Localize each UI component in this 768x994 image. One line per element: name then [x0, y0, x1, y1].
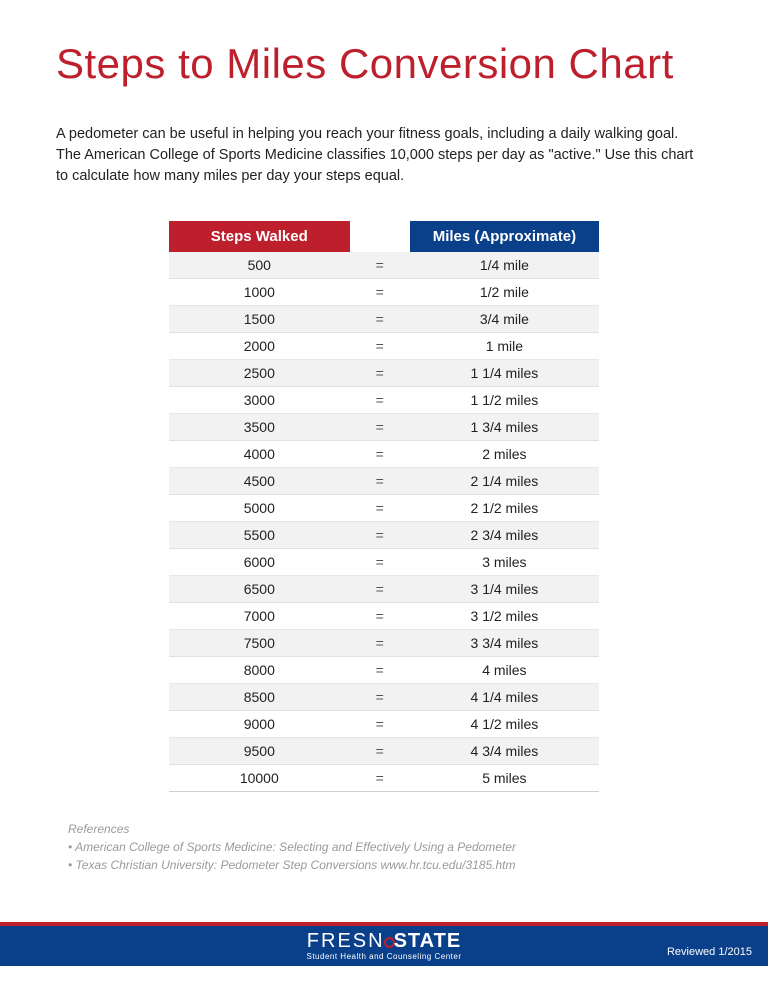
table-row: 6500=3 1/4 miles [169, 576, 599, 603]
cell-equals: = [350, 387, 410, 414]
cell-equals: = [350, 306, 410, 333]
table-row: 5000=2 1/2 miles [169, 495, 599, 522]
cell-steps: 6500 [169, 576, 350, 603]
cell-equals: = [350, 576, 410, 603]
table-header-row: Steps Walked Miles (Approximate) [169, 221, 599, 252]
brand-text-left: FRESN [307, 930, 385, 952]
cell-steps: 3000 [169, 387, 350, 414]
cell-miles: 1 1/2 miles [410, 387, 599, 414]
cell-miles: 4 1/2 miles [410, 711, 599, 738]
cell-steps: 1000 [169, 279, 350, 306]
cell-equals: = [350, 711, 410, 738]
cell-steps: 4000 [169, 441, 350, 468]
cell-equals: = [350, 468, 410, 495]
table-row: 500=1/4 mile [169, 252, 599, 279]
cell-equals: = [350, 414, 410, 441]
brand-logo: FRESN STATE Student Health and Counseling… [307, 931, 462, 961]
cell-miles: 2 1/4 miles [410, 468, 599, 495]
cell-miles: 2 3/4 miles [410, 522, 599, 549]
brand-subtitle: Student Health and Counseling Center [307, 953, 462, 961]
cell-steps: 9500 [169, 738, 350, 765]
cell-steps: 8000 [169, 657, 350, 684]
cell-steps: 1500 [169, 306, 350, 333]
table-row: 9500=4 3/4 miles [169, 738, 599, 765]
cell-miles: 1 1/4 miles [410, 360, 599, 387]
cell-steps: 3500 [169, 414, 350, 441]
table-row: 7500=3 3/4 miles [169, 630, 599, 657]
table-row: 3500=1 3/4 miles [169, 414, 599, 441]
reference-item: • Texas Christian University: Pedometer … [68, 856, 700, 874]
cell-equals: = [350, 657, 410, 684]
cell-miles: 4 miles [410, 657, 599, 684]
header-spacer [350, 221, 410, 252]
table-row: 1000=1/2 mile [169, 279, 599, 306]
cell-miles: 1 mile [410, 333, 599, 360]
table-row: 8000=4 miles [169, 657, 599, 684]
table-row: 6000=3 miles [169, 549, 599, 576]
cell-equals: = [350, 441, 410, 468]
cell-steps: 500 [169, 252, 350, 279]
cell-miles: 3 3/4 miles [410, 630, 599, 657]
cell-equals: = [350, 684, 410, 711]
cell-equals: = [350, 522, 410, 549]
cell-equals: = [350, 765, 410, 792]
table-row: 3000=1 1/2 miles [169, 387, 599, 414]
cell-equals: = [350, 252, 410, 279]
cell-steps: 10000 [169, 765, 350, 792]
cell-equals: = [350, 279, 410, 306]
cell-miles: 3 miles [410, 549, 599, 576]
cell-miles: 2 miles [410, 441, 599, 468]
cell-equals: = [350, 549, 410, 576]
page-title: Steps to Miles Conversion Chart [56, 40, 712, 88]
cell-miles: 1/4 mile [410, 252, 599, 279]
reviewed-date: Reviewed 1/2015 [667, 946, 752, 958]
cell-steps: 2500 [169, 360, 350, 387]
table-row: 7000=3 1/2 miles [169, 603, 599, 630]
cell-miles: 3 1/2 miles [410, 603, 599, 630]
cell-equals: = [350, 495, 410, 522]
cell-steps: 8500 [169, 684, 350, 711]
cell-miles: 1/2 mile [410, 279, 599, 306]
cell-miles: 3 1/4 miles [410, 576, 599, 603]
intro-paragraph: A pedometer can be useful in helping you… [56, 124, 696, 187]
cell-steps: 5000 [169, 495, 350, 522]
cell-equals: = [350, 630, 410, 657]
table-row: 2500=1 1/4 miles [169, 360, 599, 387]
table-row: 1500=3/4 mile [169, 306, 599, 333]
reference-item: • American College of Sports Medicine: S… [68, 838, 700, 856]
conversion-table: Steps Walked Miles (Approximate) 500=1/4… [169, 221, 599, 792]
cell-miles: 3/4 mile [410, 306, 599, 333]
cell-equals: = [350, 603, 410, 630]
cell-equals: = [350, 360, 410, 387]
cell-steps: 7000 [169, 603, 350, 630]
table-row: 4000=2 miles [169, 441, 599, 468]
table-row: 9000=4 1/2 miles [169, 711, 599, 738]
cell-equals: = [350, 333, 410, 360]
footer-bar: FRESN STATE Student Health and Counseling… [0, 922, 768, 966]
table-row: 5500=2 3/4 miles [169, 522, 599, 549]
cell-miles: 4 1/4 miles [410, 684, 599, 711]
table-row: 8500=4 1/4 miles [169, 684, 599, 711]
table-row: 10000=5 miles [169, 765, 599, 792]
table-row: 2000=1 mile [169, 333, 599, 360]
cell-steps: 6000 [169, 549, 350, 576]
cell-steps: 7500 [169, 630, 350, 657]
references-block: References • American College of Sports … [56, 820, 712, 874]
cell-equals: = [350, 738, 410, 765]
cell-miles: 2 1/2 miles [410, 495, 599, 522]
brand-text-right: STATE [394, 930, 462, 952]
cell-miles: 1 3/4 miles [410, 414, 599, 441]
references-title: References [68, 820, 700, 838]
cell-steps: 9000 [169, 711, 350, 738]
table-row: 4500=2 1/4 miles [169, 468, 599, 495]
header-steps: Steps Walked [169, 221, 350, 252]
cell-steps: 4500 [169, 468, 350, 495]
cell-steps: 2000 [169, 333, 350, 360]
header-miles: Miles (Approximate) [410, 221, 599, 252]
cell-miles: 5 miles [410, 765, 599, 792]
cell-steps: 5500 [169, 522, 350, 549]
cell-miles: 4 3/4 miles [410, 738, 599, 765]
